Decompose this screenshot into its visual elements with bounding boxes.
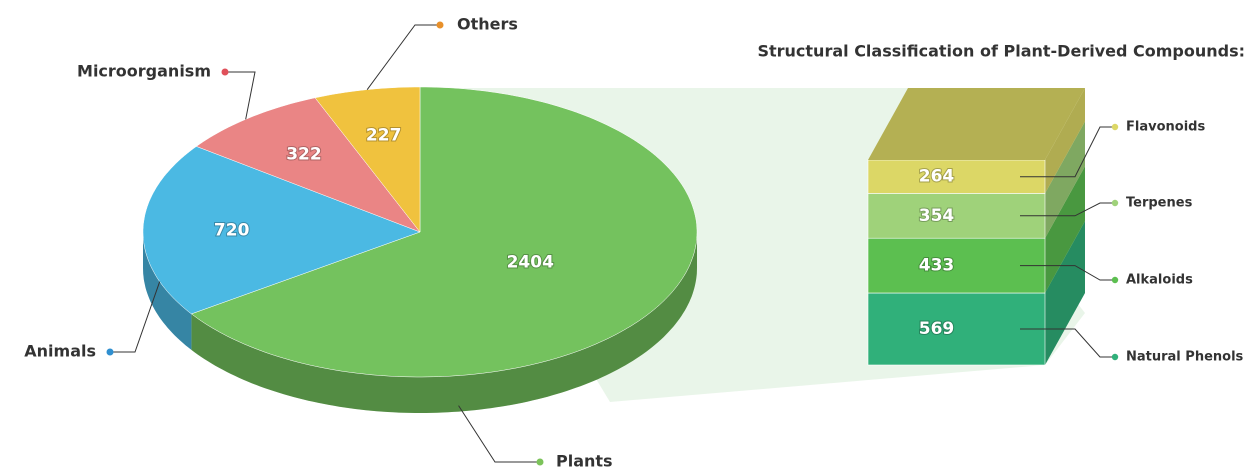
legend-label: Natural Phenols bbox=[1126, 350, 1244, 365]
slice-side-shade bbox=[191, 232, 697, 413]
value-label: 433 bbox=[919, 256, 955, 276]
leader-line bbox=[1020, 328, 1113, 358]
leader-line bbox=[110, 281, 161, 353]
slice-side-shade bbox=[143, 232, 192, 350]
legend-label: Terpenes bbox=[1126, 196, 1193, 211]
leader-line bbox=[225, 71, 256, 120]
category-label: Microorganism bbox=[77, 62, 211, 81]
segment-side bbox=[1045, 121, 1085, 239]
legend-dot bbox=[1111, 199, 1119, 207]
segment-side-shade bbox=[1045, 88, 1085, 194]
value-label: 720 bbox=[214, 220, 250, 240]
legend-dot bbox=[221, 68, 229, 76]
segment-side-shade bbox=[1045, 166, 1085, 293]
leader-line bbox=[366, 24, 440, 90]
segment-top-shade bbox=[868, 88, 1085, 160]
value-label: 264 bbox=[919, 167, 955, 187]
legend-dot bbox=[536, 458, 544, 466]
segment bbox=[867, 237, 1046, 294]
legend-dot bbox=[1111, 123, 1119, 131]
value-label: 569 bbox=[919, 319, 955, 339]
category-label: Others bbox=[457, 15, 518, 34]
bar-title: Structural Classification of Plant-Deriv… bbox=[757, 42, 1245, 61]
leader-line bbox=[458, 405, 540, 463]
segment-top bbox=[868, 88, 1085, 160]
value-label: 322 bbox=[286, 144, 322, 164]
leader-line bbox=[1020, 202, 1113, 217]
leader-line bbox=[1020, 265, 1113, 281]
legend-dot bbox=[436, 21, 444, 29]
legend-label: Alkaloids bbox=[1126, 273, 1193, 288]
slice-side bbox=[191, 232, 697, 413]
value-label: 227 bbox=[366, 125, 402, 145]
segment-side bbox=[1045, 88, 1085, 194]
segment-side bbox=[1045, 166, 1085, 293]
value-label: 2404 bbox=[507, 252, 554, 272]
segment bbox=[867, 159, 1046, 194]
legend-dot bbox=[1111, 353, 1119, 361]
value-label: 354 bbox=[919, 206, 955, 226]
category-label: Plants bbox=[556, 452, 613, 468]
legend-dot bbox=[1111, 276, 1119, 284]
slice-side bbox=[143, 232, 192, 350]
slice bbox=[142, 146, 421, 315]
slice bbox=[195, 97, 421, 233]
segment bbox=[867, 292, 1046, 366]
segment-side-shade bbox=[1045, 121, 1085, 239]
category-label: Animals bbox=[24, 342, 96, 361]
leader-line bbox=[1020, 126, 1113, 178]
legend-label: Flavonoids bbox=[1126, 120, 1205, 135]
segment bbox=[867, 193, 1046, 239]
slice bbox=[314, 86, 421, 233]
legend-dot bbox=[106, 348, 114, 356]
slice bbox=[190, 86, 698, 378]
